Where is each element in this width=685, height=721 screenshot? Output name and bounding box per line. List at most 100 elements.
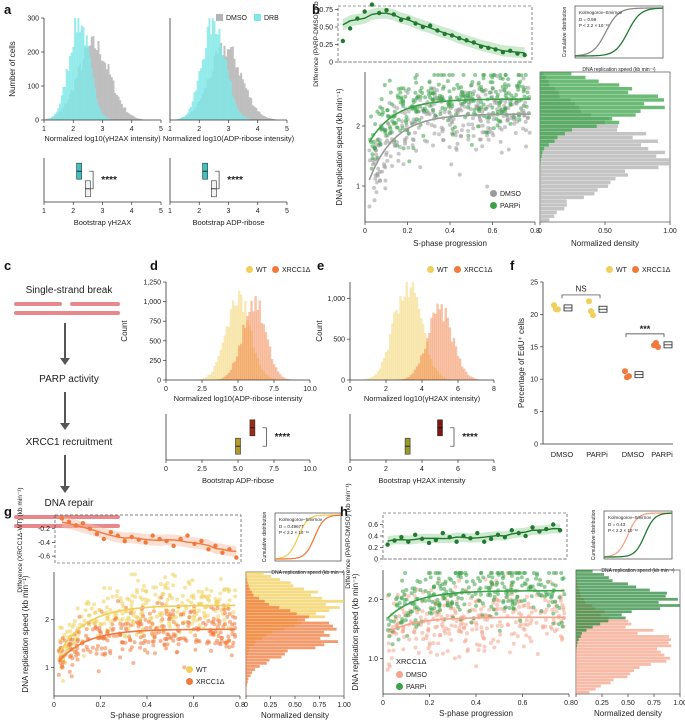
b-scatter-point-DMSO — [506, 147, 511, 152]
g-legend-xrcc1-label: XRCC1Δ — [196, 679, 225, 686]
h-scatter-point-PARPi — [551, 570, 556, 575]
b-diff-point — [384, 8, 389, 13]
g-scatter-point-WT — [105, 617, 110, 622]
d-hist-bar-WT — [211, 371, 214, 380]
b-scatter-point-PARPi — [421, 133, 426, 138]
h-diff-point — [544, 526, 549, 532]
b-scatter-point-DMSO — [524, 128, 529, 133]
a-hist1-bar-DMSO — [129, 114, 132, 120]
b-scatter-point-DMSO — [374, 180, 379, 185]
h-scatter-point-PARPi — [396, 637, 401, 642]
e-hist-bar-WT — [393, 312, 396, 380]
e-box-significance: **** — [462, 432, 478, 443]
b-scatter-point-DMSO — [526, 85, 531, 90]
h-scatter-point-DMSO — [474, 642, 479, 647]
b-scatter-point-PARPi — [522, 94, 527, 99]
g-diff-point — [199, 538, 204, 544]
b-scatter-point-PARPi — [383, 130, 388, 135]
e-hist-bar-WT — [432, 366, 435, 380]
g-scatter-point-WT — [222, 588, 227, 593]
b-scatter-point-DMSO — [485, 184, 490, 189]
a-hist2-bar-DRB — [228, 79, 231, 120]
a-hist2-bar-DRB — [180, 118, 182, 120]
g-scatter-point-XRCC1Δ — [211, 631, 216, 636]
panel-label-g: g — [4, 504, 12, 519]
b-diff-point — [464, 38, 469, 43]
h-scatter-point-PARPi — [519, 599, 524, 604]
g-scatter-point-XRCC1Δ — [220, 635, 225, 640]
h-scatter-point-PARPi — [507, 605, 512, 610]
h-scatter-point-PARPi — [500, 581, 505, 586]
b-diff-point — [377, 10, 382, 16]
e-hist-bar-WT — [436, 370, 439, 380]
h-scatter-point-DMSO — [489, 624, 494, 629]
h-scatter-point-PARPi — [466, 585, 471, 590]
b-scatter-point-PARPi — [428, 86, 433, 91]
g-diff-point — [164, 538, 169, 544]
b-scatter-point-PARPi — [418, 88, 423, 93]
g-scatter-point-XRCC1Δ — [97, 629, 102, 634]
h-density-bar-PARPi — [576, 601, 659, 604]
a-hist2-bar-DRB — [221, 54, 224, 121]
g-scatter-point-WT — [92, 602, 97, 607]
b-scatter-point-DMSO — [527, 130, 532, 135]
g-scatter-point-WT — [146, 598, 151, 603]
b-density-bar-PARPi — [540, 90, 629, 95]
a-hist2-bar-DRB — [230, 81, 233, 120]
h-scatter-point-DMSO — [418, 615, 423, 620]
b-scatter-point-DMSO — [418, 97, 423, 102]
b-scatter-point-PARPi — [388, 90, 393, 95]
b-scatter-point-DMSO — [519, 109, 524, 114]
g-scatter-point-WT — [164, 602, 169, 607]
f-sig-bracket — [625, 333, 665, 338]
g-density-bar-XRCC1Δ — [246, 646, 316, 650]
h-density-bar-PARPi — [576, 604, 680, 607]
f-dots-ytick-label: 10 — [530, 377, 538, 384]
h-scatter-point-DMSO — [512, 631, 517, 636]
b-scatter-point-PARPi — [446, 104, 451, 109]
e-hist-ytick-label: 0 — [341, 378, 345, 385]
b-scatter-point-DMSO — [459, 128, 464, 133]
h-scatter-point-DMSO — [457, 654, 462, 659]
b-diff-ylabel: Difference (PARP-DMSO) (kb min⁻¹) — [313, 0, 320, 87]
h-scatter-point-PARPi — [432, 606, 437, 611]
a-hist2-bar-DRB — [191, 101, 194, 120]
g-density-bar-XRCC1Δ — [246, 593, 254, 597]
h-scatter-point-PARPi — [406, 613, 411, 618]
e-hist-bar-WT — [387, 349, 390, 380]
a-hist2-bar-DRB — [181, 116, 184, 120]
g-scatter-point-XRCC1Δ — [162, 642, 167, 647]
a-hist2-bar-DMSO — [266, 118, 269, 120]
g-scatter-point-XRCC1Δ — [213, 641, 218, 646]
e-box-xtick-label: 0 — [348, 466, 352, 473]
g-scatter-point-XRCC1Δ — [209, 605, 214, 610]
b-scatter-point-DMSO — [427, 112, 432, 117]
d-hist-bar-WT — [270, 378, 274, 380]
b-scatter-point-DMSO — [388, 154, 393, 159]
f-dots-ytick-label: 0 — [534, 442, 538, 449]
g-density-bar-XRCC1Δ — [246, 634, 330, 637]
b-diff-point — [507, 48, 513, 53]
g-scatter-point-XRCC1Δ — [193, 633, 198, 638]
h-scatter-point-PARPi — [404, 587, 409, 592]
b-scatter-point-DMSO — [404, 135, 409, 140]
h-scatter-point-DMSO — [438, 633, 443, 638]
g-scatter-point-XRCC1Δ — [84, 627, 89, 632]
d-hist-bar-XRCC1Δ — [266, 339, 270, 380]
b-scatter-point-DMSO — [431, 143, 436, 148]
d-hist-bar-XRCC1Δ — [242, 324, 245, 380]
a-hist2-bar-DMSO — [251, 105, 254, 120]
h-scatter-point-PARPi — [546, 603, 551, 608]
h-scatter-point-PARPi — [559, 620, 564, 625]
g-scatter-point-XRCC1Δ — [206, 618, 211, 623]
e-hist-bar-XRCC1Δ — [436, 303, 439, 380]
b-scatter-point-PARPi — [461, 73, 466, 77]
g-scatter-point-XRCC1Δ — [193, 647, 198, 652]
b-scatter-point-PARPi — [413, 90, 418, 95]
a-hist1-bar-DRB — [50, 117, 53, 120]
e-hist-bar-XRCC1Δ — [452, 338, 456, 380]
b-scatter-point-PARPi — [511, 115, 516, 120]
g-diff-point — [185, 533, 190, 538]
e-hist-bar-WT — [417, 308, 421, 380]
b-scatter-point-DMSO — [401, 162, 406, 167]
